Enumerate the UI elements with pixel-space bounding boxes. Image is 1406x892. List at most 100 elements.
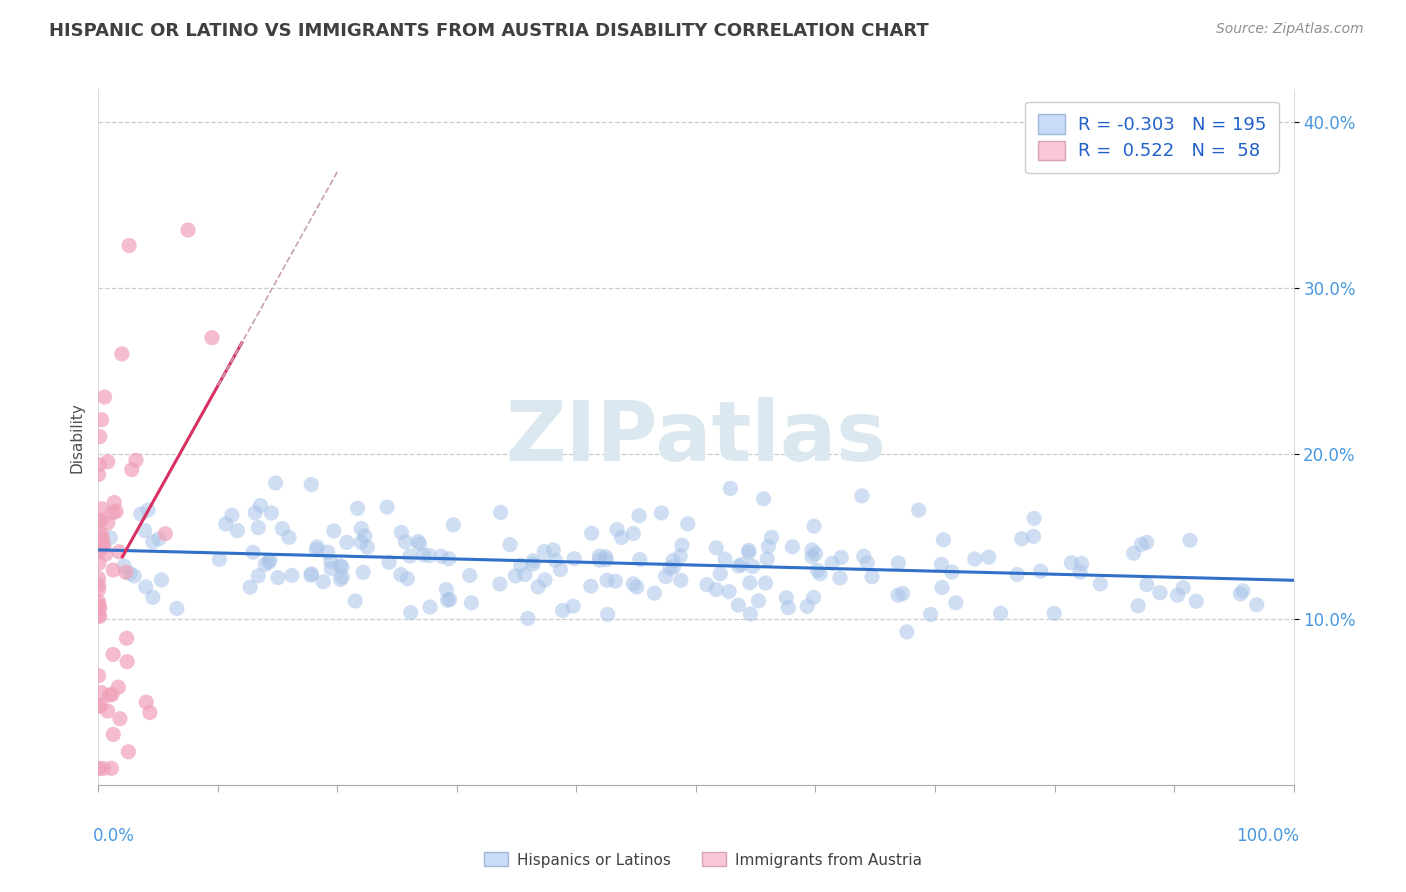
Point bbox=[671, 538, 693, 552]
Point bbox=[543, 542, 565, 557]
Point bbox=[90, 513, 112, 527]
Point bbox=[129, 507, 152, 521]
Point bbox=[1024, 511, 1046, 525]
Point bbox=[89, 601, 111, 615]
Point bbox=[907, 503, 929, 517]
Point bbox=[135, 695, 157, 709]
Point bbox=[505, 569, 527, 583]
Point bbox=[738, 545, 761, 559]
Point bbox=[1246, 598, 1268, 612]
Point bbox=[550, 563, 572, 577]
Point bbox=[89, 698, 111, 713]
Point bbox=[166, 601, 188, 615]
Point bbox=[1229, 587, 1251, 601]
Point bbox=[628, 508, 651, 523]
Point bbox=[90, 413, 112, 427]
Point bbox=[90, 501, 112, 516]
Point bbox=[1029, 564, 1052, 578]
Point bbox=[803, 519, 825, 533]
Point bbox=[761, 530, 783, 544]
Point bbox=[96, 704, 118, 718]
Point bbox=[1022, 529, 1045, 543]
Point bbox=[117, 745, 139, 759]
Point bbox=[87, 668, 110, 682]
Point bbox=[93, 540, 115, 554]
Point bbox=[828, 571, 851, 585]
Point bbox=[439, 592, 461, 607]
Point bbox=[89, 609, 111, 624]
Text: HISPANIC OR LATINO VS IMMIGRANTS FROM AUSTRIA DISABILITY CORRELATION CHART: HISPANIC OR LATINO VS IMMIGRANTS FROM AU… bbox=[49, 22, 929, 40]
Point bbox=[87, 514, 110, 528]
Point bbox=[121, 462, 143, 476]
Point bbox=[105, 504, 128, 518]
Point bbox=[394, 534, 416, 549]
Point bbox=[254, 558, 277, 572]
Point bbox=[98, 531, 121, 545]
Point bbox=[177, 223, 200, 237]
Point bbox=[91, 538, 114, 552]
Point bbox=[378, 555, 401, 569]
Point bbox=[1173, 581, 1195, 595]
Point bbox=[775, 591, 797, 605]
Point bbox=[796, 599, 818, 614]
Point bbox=[621, 577, 644, 591]
Point bbox=[87, 582, 110, 597]
Point bbox=[669, 574, 692, 588]
Point bbox=[97, 455, 120, 469]
Point bbox=[319, 554, 342, 568]
Point bbox=[247, 568, 270, 582]
Point bbox=[350, 535, 373, 549]
Point bbox=[408, 537, 430, 551]
Point bbox=[534, 573, 557, 587]
Point bbox=[516, 611, 538, 625]
Point bbox=[1069, 565, 1091, 579]
Point bbox=[135, 580, 157, 594]
Point bbox=[990, 607, 1012, 621]
Point bbox=[418, 549, 440, 563]
Point bbox=[115, 632, 138, 646]
Point bbox=[101, 506, 124, 520]
Point bbox=[271, 522, 294, 536]
Point bbox=[830, 550, 852, 565]
Point bbox=[330, 559, 353, 574]
Point bbox=[100, 761, 122, 775]
Point bbox=[522, 557, 544, 571]
Text: 100.0%: 100.0% bbox=[1236, 827, 1299, 845]
Point bbox=[312, 574, 335, 589]
Point bbox=[489, 577, 512, 591]
Point bbox=[118, 238, 141, 252]
Point bbox=[920, 607, 942, 622]
Y-axis label: Disability: Disability bbox=[69, 401, 84, 473]
Point bbox=[226, 524, 249, 538]
Point bbox=[714, 552, 737, 566]
Point bbox=[103, 727, 125, 741]
Point bbox=[628, 552, 651, 566]
Point bbox=[87, 578, 110, 592]
Point bbox=[696, 578, 718, 592]
Point bbox=[281, 568, 304, 582]
Point bbox=[579, 579, 602, 593]
Point bbox=[704, 582, 727, 597]
Point bbox=[260, 506, 283, 520]
Point bbox=[87, 556, 110, 570]
Point bbox=[808, 566, 831, 581]
Point bbox=[114, 565, 136, 579]
Point bbox=[932, 533, 955, 547]
Point bbox=[804, 547, 827, 561]
Point bbox=[89, 527, 111, 541]
Point bbox=[430, 549, 453, 564]
Point bbox=[676, 516, 699, 531]
Point bbox=[821, 557, 844, 571]
Point bbox=[242, 545, 264, 559]
Point bbox=[375, 500, 398, 515]
Point bbox=[887, 556, 910, 570]
Point bbox=[389, 567, 412, 582]
Point bbox=[396, 572, 419, 586]
Point bbox=[434, 582, 457, 597]
Point bbox=[527, 580, 550, 594]
Point bbox=[344, 594, 367, 608]
Point bbox=[669, 549, 692, 563]
Point bbox=[98, 688, 121, 702]
Point bbox=[87, 458, 110, 472]
Point bbox=[436, 593, 458, 607]
